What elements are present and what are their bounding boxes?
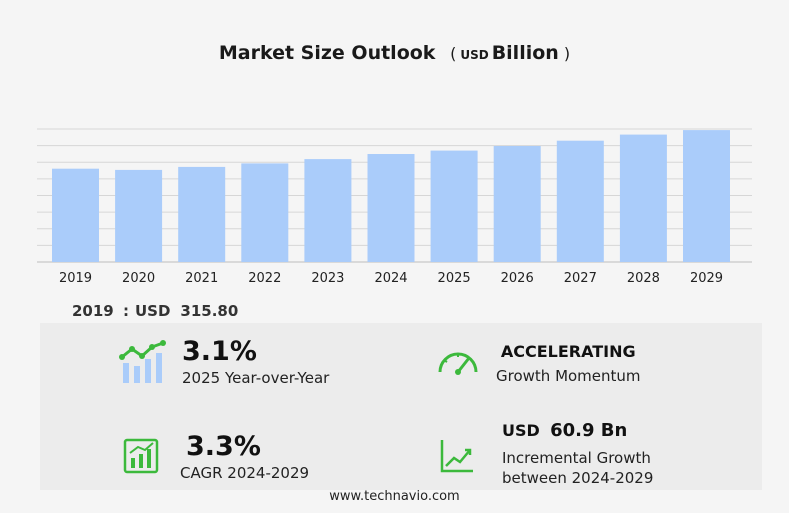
x-tick-label-2021: 2021 — [185, 271, 218, 286]
base-year-value: 2019 : USD 315.80 — [72, 302, 238, 320]
yoy-label: 2025 Year-over-Year — [182, 369, 330, 387]
base-year: 2019 — [72, 302, 114, 320]
x-tick-label-2024: 2024 — [374, 271, 407, 286]
cagr-stat: 3.3% CAGR 2024-2029 — [180, 431, 309, 482]
x-tick-label-2020: 2020 — [122, 271, 155, 286]
bar-2020 — [115, 169, 163, 262]
footer-url: www.technavio.com — [329, 489, 460, 504]
bar-2026 — [493, 146, 541, 262]
growth-bars-icon — [119, 340, 166, 383]
x-tick-label-2029: 2029 — [690, 271, 723, 286]
yoy-value: 3.1% — [182, 336, 257, 367]
incremental-value: 60.9 Bn — [550, 420, 628, 441]
incremental-label-2: between 2024-2029 — [502, 469, 654, 487]
incremental-label-1: Incremental Growth — [502, 449, 651, 467]
incremental-head: USD 60.9 Bn — [502, 420, 653, 441]
cagr-label: CAGR 2024-2029 — [180, 464, 310, 482]
chart-title-text: Market Size Outlook — [218, 42, 436, 64]
bar-2028 — [619, 134, 667, 262]
x-tick-label-2022: 2022 — [248, 271, 281, 286]
base-currency: USD — [134, 302, 171, 320]
bar-2024 — [367, 154, 415, 262]
x-tick-label-2019: 2019 — [59, 271, 92, 286]
unit-scale: Billion — [491, 42, 559, 64]
bar-2029 — [683, 130, 730, 262]
bar-2027 — [556, 140, 604, 262]
chart-title: Market Size Outlook (USD Billion ) — [0, 42, 789, 64]
bar-2021 — [178, 166, 226, 262]
x-tick-label-2027: 2027 — [564, 271, 597, 286]
chart-unit: (USD Billion ) — [450, 42, 571, 64]
unit-currency: USD — [460, 48, 489, 62]
bar-2023 — [304, 159, 352, 262]
bar-chart: 2019 2020 2021 2022 2023 2024 2025 2026 2027 2028… — [37, 128, 752, 286]
base-value: 315.80 — [180, 302, 239, 320]
base-separator: : — [117, 302, 129, 320]
x-tick-label-2023: 2023 — [311, 271, 344, 286]
yoy-stat: 3.1% 2025 Year-over-Year — [182, 336, 329, 387]
incremental-currency: USD — [502, 421, 540, 440]
cagr-value: 3.3% — [186, 431, 261, 462]
momentum-stat: ACCELERATING Growth Momentum — [496, 342, 641, 385]
bar-2025 — [430, 150, 478, 262]
bar-2022 — [241, 163, 289, 262]
stats-panel — [40, 323, 762, 490]
speedometer-icon — [438, 352, 478, 375]
momentum-label: Growth Momentum — [496, 367, 641, 385]
line-chart-growth-icon — [440, 440, 473, 473]
x-tick-label-2026: 2026 — [501, 271, 534, 286]
momentum-head: ACCELERATING — [500, 342, 636, 361]
bar-2019 — [52, 168, 99, 262]
x-tick-label-2025: 2025 — [438, 271, 471, 286]
bar-chart-growth-icon — [123, 438, 159, 474]
incremental-stat: USD 60.9 Bn Incremental Growth between 2… — [502, 420, 653, 487]
x-tick-label-2028: 2028 — [627, 271, 660, 286]
